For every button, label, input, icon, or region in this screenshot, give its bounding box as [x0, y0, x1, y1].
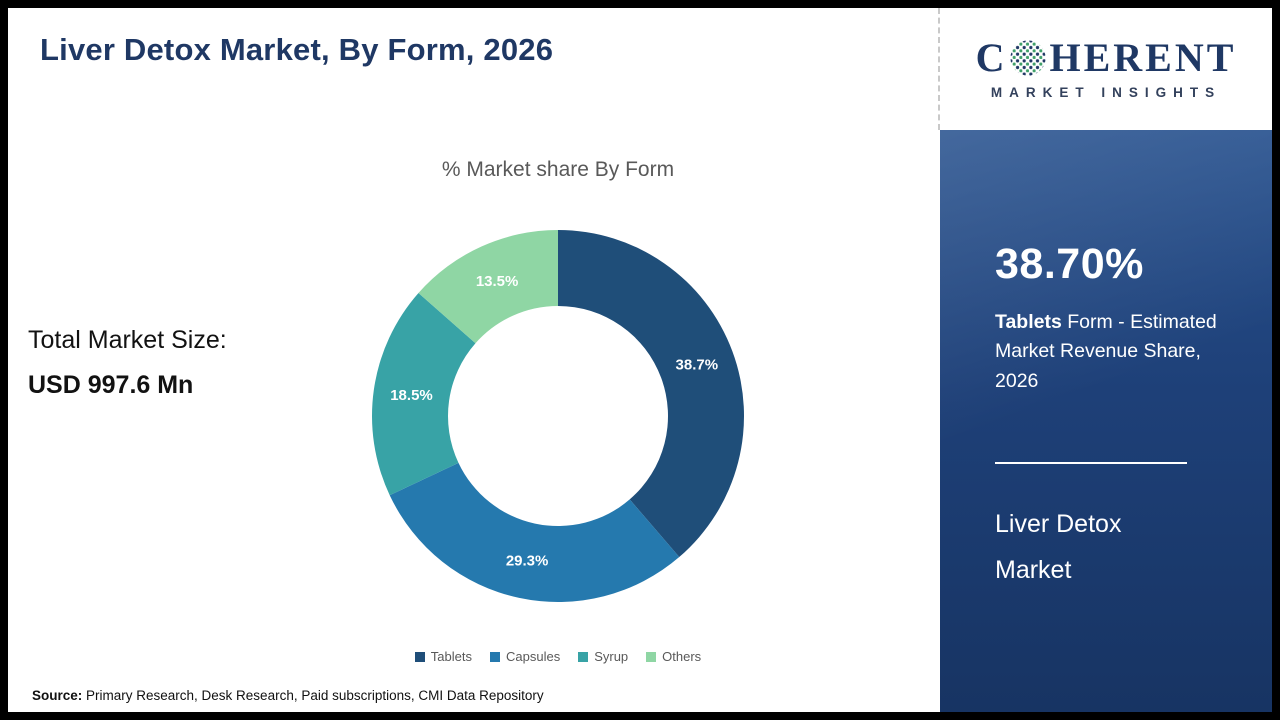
legend-item-tablets: Tablets: [414, 649, 472, 664]
legend-swatch-syrup: [578, 651, 589, 662]
slice-label-capsules: 29.3%: [506, 553, 549, 570]
slice-label-syrup: 18.5%: [390, 387, 433, 404]
market-name: Liver Detox Market: [995, 502, 1121, 593]
pie-segment-others: [418, 230, 558, 344]
legend-swatch-tablets: [414, 651, 425, 662]
legend-label-tablets: Tablets: [430, 649, 472, 664]
legend-item-syrup: Syrup: [578, 649, 628, 664]
legend-label-syrup: Syrup: [594, 649, 629, 664]
market-name-line1: Liver Detox: [995, 510, 1122, 538]
coherent-logo: C HERENT MARKET INSIGHTS: [938, 8, 1272, 130]
legend-swatch-others: [646, 651, 657, 662]
chart-title: % Market share By Form: [441, 158, 675, 181]
source-label: Source:: [32, 688, 83, 703]
market-name-line2: Market: [995, 555, 1072, 584]
total-market-size-value: USD 997.6 Mn: [28, 371, 194, 399]
logo-letter-c: C: [975, 35, 1008, 80]
highlight-sidebar: 38.70% Tablets Form - Estimated Market R…: [940, 130, 1272, 712]
chart-legend: Tablets Capsules Syrup Others: [288, 649, 828, 664]
source-text: Primary Research, Desk Research, Paid su…: [82, 688, 544, 703]
highlight-stat-segment: Tablets: [995, 311, 1062, 333]
legend-label-capsules: Capsules: [506, 649, 561, 664]
highlight-stat-value: 38.70%: [995, 240, 1144, 288]
total-market-size-label: Total Market Size:: [28, 326, 227, 354]
coherent-globe-icon: [1010, 40, 1047, 76]
infographic-canvas: Liver Detox Market, By Form, 2026 % Mark…: [8, 8, 1272, 712]
legend-item-capsules: Capsules: [490, 649, 560, 664]
donut-chart: 38.7% 29.3% 18.5% 13.5%: [372, 230, 745, 603]
legend-swatch-capsules: [490, 651, 500, 662]
pie-segment-capsules: [389, 462, 680, 603]
slice-label-others: 13.5%: [476, 273, 519, 290]
legend-label-others: Others: [662, 649, 702, 664]
pie-segment-tablets: [558, 230, 745, 558]
total-market-size: Total Market Size: USD 997.6 Mn: [28, 326, 227, 400]
logo-subtitle: MARKET INSIGHTS: [990, 85, 1222, 100]
logo-wordmark: C HERENT: [976, 38, 1237, 78]
highlight-stat-rest: Form - Estimated Market Revenue Share, 2…: [995, 311, 1217, 392]
page-title: Liver Detox Market, By Form, 2026: [40, 32, 554, 67]
source-line: Source: Primary Research, Desk Research,…: [32, 688, 544, 703]
sidebar-divider: [995, 462, 1187, 464]
slice-label-tablets: 38.7%: [676, 357, 719, 374]
pie-segment-syrup: [372, 293, 476, 496]
legend-item-others: Others: [646, 649, 701, 664]
highlight-stat-description: Tablets Form - Estimated Market Revenue …: [995, 308, 1247, 396]
logo-letters-herent: HERENT: [1049, 35, 1237, 80]
